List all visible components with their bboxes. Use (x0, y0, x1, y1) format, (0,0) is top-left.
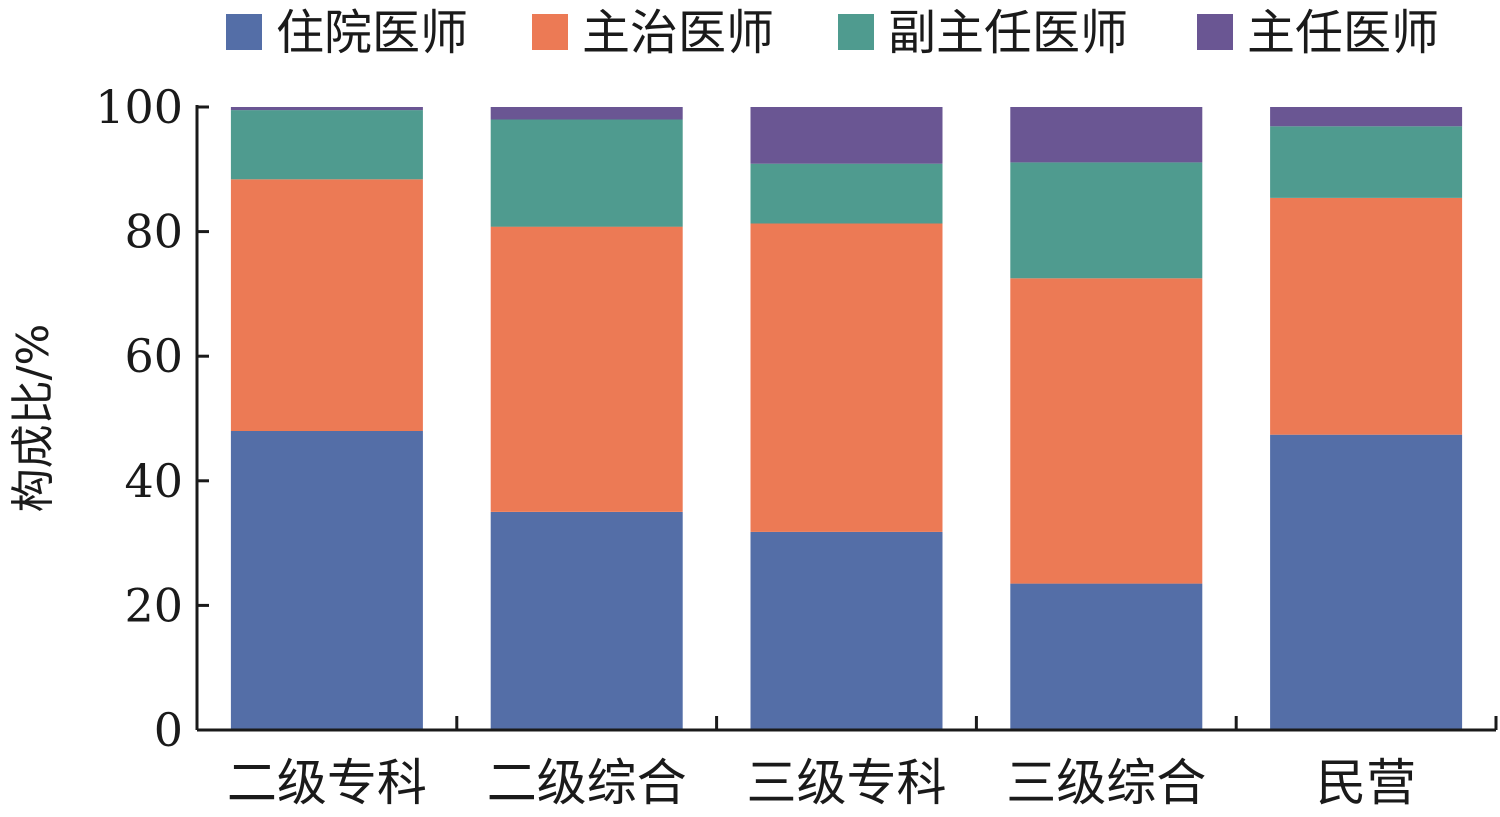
x-category-label-3: 三级专科 (747, 754, 947, 812)
x-category-label-5: 民营 (1316, 754, 1416, 812)
bar-segment-3-4 (750, 107, 943, 164)
bar-segment-5-2 (1270, 198, 1463, 435)
bar-segment-5-3 (1270, 126, 1463, 198)
bar-segment-2-2 (490, 226, 683, 512)
x-category-label-4: 三级综合 (1006, 754, 1206, 812)
legend-label-4: 主任医师 (1247, 5, 1439, 61)
legend: 住院医师 主治医师 副主任医师 主任医师 (226, 5, 1439, 61)
bar-segment-5-1 (1270, 434, 1463, 730)
x-category-label-2: 二级综合 (487, 754, 687, 812)
y-tick-label-6: 100 (95, 80, 183, 134)
legend-swatch-3 (838, 14, 874, 50)
bar-segment-4-1 (1010, 583, 1203, 730)
y-tick-label-1: 0 (154, 703, 183, 757)
bar-segment-4-3 (1010, 162, 1203, 279)
bar-segment-2-3 (490, 119, 683, 227)
bar-segment-4-4 (1010, 107, 1203, 163)
legend-label-2: 主治医师 (582, 5, 774, 61)
x-category-label-1: 二级专科 (227, 754, 427, 812)
y-tick-label-4: 60 (124, 329, 183, 383)
bar-segment-2-1 (490, 512, 683, 730)
axes-group: 0 20 40 60 80 100 二级专科 二级综合 三级专科 三级综合 民营 (95, 80, 1498, 812)
bar-segment-1-2 (230, 179, 423, 431)
bar-segment-2-4 (490, 107, 683, 120)
legend-swatch-4 (1197, 14, 1233, 50)
bar-segment-1-4 (230, 107, 423, 111)
legend-label-1: 住院医师 (276, 5, 468, 61)
y-tick-label-2: 20 (124, 578, 183, 632)
bar-segment-3-2 (750, 223, 943, 532)
bar-segment-1-1 (230, 431, 423, 730)
y-tick-label-5: 80 (124, 205, 183, 259)
bar-segment-1-3 (230, 110, 423, 180)
bars-group (230, 107, 1463, 730)
bar-segment-3-3 (750, 163, 943, 224)
legend-swatch-2 (532, 14, 568, 50)
y-axis-label: 构成比/% (8, 324, 59, 513)
bar-segment-4-2 (1010, 278, 1203, 584)
legend-swatch-1 (226, 14, 262, 50)
bar-segment-5-4 (1270, 107, 1463, 127)
legend-label-3: 副主任医师 (888, 5, 1128, 61)
bar-segment-3-1 (750, 531, 943, 730)
y-tick-label-3: 40 (124, 454, 183, 508)
